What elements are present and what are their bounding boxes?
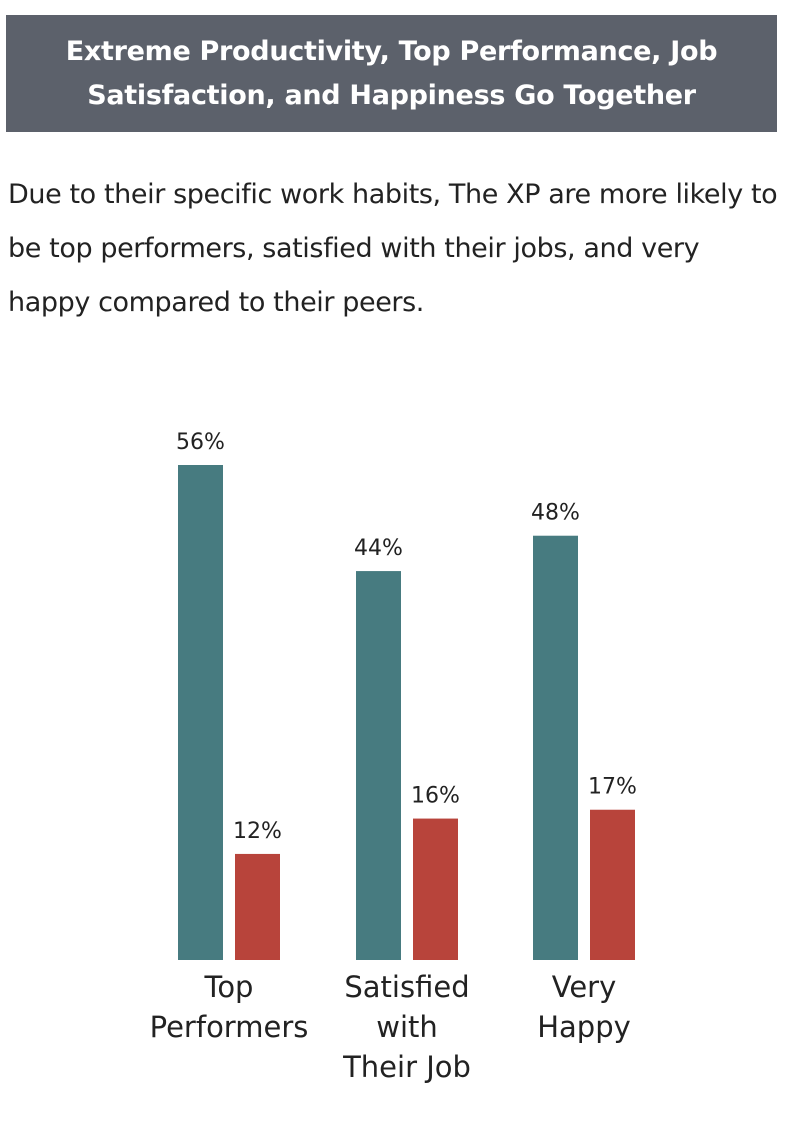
bar (590, 809, 635, 960)
category-label: with (376, 1010, 438, 1044)
data-label: 17% (588, 775, 637, 800)
data-label: 56% (176, 430, 225, 455)
bar (178, 465, 223, 960)
category-label: Satisfied (344, 970, 469, 1004)
category-label: Their Job (342, 1050, 471, 1084)
data-label: 16% (411, 784, 460, 809)
bar (533, 535, 578, 960)
data-label: 48% (531, 501, 580, 526)
bar (413, 818, 458, 960)
bar (356, 571, 401, 960)
header-title: Extreme Productivity, Top Performance, J… (6, 15, 777, 132)
data-label: 12% (233, 819, 282, 844)
category-label: Happy (537, 1010, 631, 1044)
category-label: Very (552, 970, 617, 1004)
data-label: 44% (354, 536, 403, 561)
category-label: Top (204, 970, 254, 1004)
bar (235, 853, 280, 960)
subtitle: Due to their specific work habits, The X… (8, 179, 778, 318)
category-label: Performers (150, 1010, 309, 1044)
